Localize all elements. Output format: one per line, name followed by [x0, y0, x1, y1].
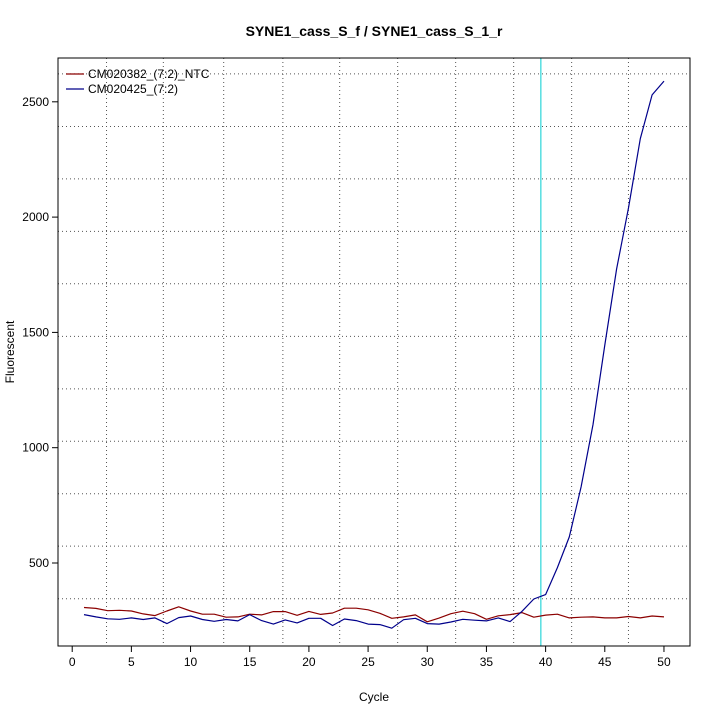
y-gridlines	[58, 73, 690, 600]
legend-label-0: CM020382_(7:2)_NTC	[88, 67, 210, 81]
y-tick-label-1: 1000	[22, 441, 49, 455]
y-tick-label-2: 1500	[22, 325, 49, 339]
x-tick-label-2: 10	[184, 655, 198, 669]
series-line-1	[83, 80, 665, 629]
x-tick-label-8: 40	[539, 655, 553, 669]
chart-title: SYNE1_cass_S_f / SYNE1_cass_S_1_r	[246, 23, 503, 39]
x-tick-label-3: 15	[243, 655, 257, 669]
x-tick-label-6: 30	[421, 655, 435, 669]
x-tick-label-1: 5	[128, 655, 135, 669]
x-tick-label-7: 35	[480, 655, 494, 669]
x-axis: 0 5 10 15 20 25 30 35 40 45 50	[69, 646, 671, 669]
legend-label-1: CM020425_(7:2)	[88, 82, 178, 96]
y-axis: 500 1000 1500 2000 2500	[22, 95, 58, 570]
x-tick-label-4: 20	[302, 655, 316, 669]
plot-frame	[57, 57, 691, 647]
y-tick-label-0: 500	[29, 556, 49, 570]
y-tick-label-3: 2000	[22, 210, 49, 224]
x-tick-label-5: 25	[361, 655, 375, 669]
x-tick-label-10: 50	[657, 655, 671, 669]
x-axis-label: Cycle	[359, 690, 389, 704]
series-line-0	[83, 606, 665, 623]
x-tick-label-0: 0	[69, 655, 76, 669]
y-axis-label: Fluorescent	[3, 320, 17, 383]
x-tick-label-9: 45	[598, 655, 612, 669]
y-tick-label-4: 2500	[22, 95, 49, 109]
series-layer	[83, 80, 665, 629]
